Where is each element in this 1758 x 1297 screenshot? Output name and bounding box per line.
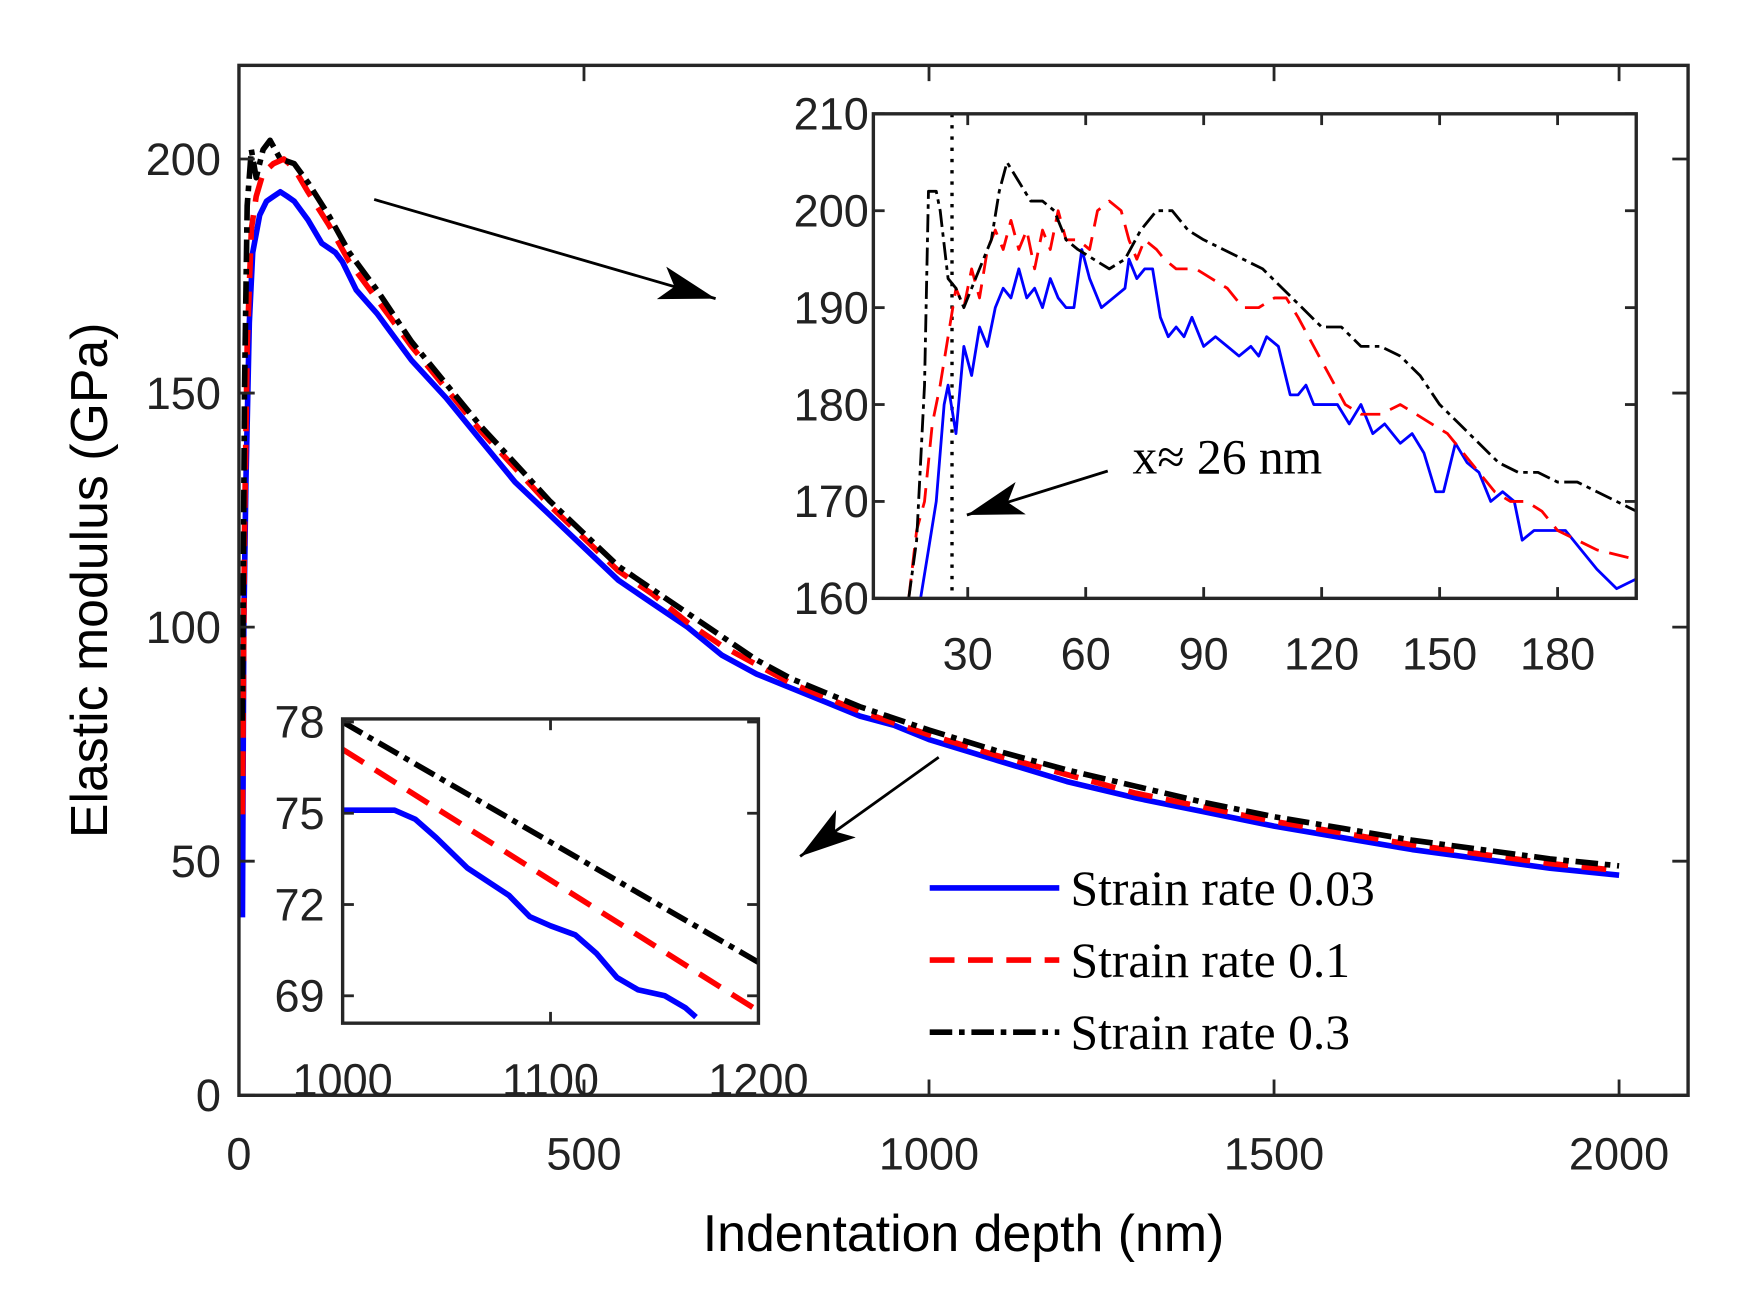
y-tick-label: 75 (274, 788, 324, 839)
series-line-strain-rate-0.03 (239, 188, 1620, 918)
x-tick-label: 0 (226, 1129, 251, 1180)
x-tick-label: 500 (546, 1129, 621, 1180)
series-line-strain-rate-0.03 (342, 807, 698, 1020)
axes-frame (871, 112, 1638, 601)
series-group (907, 113, 1637, 599)
y-tick-label: 210 (794, 89, 869, 140)
x-tick-label: 1100 (502, 1054, 599, 1105)
series-line-strain-rate-0.1 (342, 746, 759, 1014)
x-tick-label: 30 (943, 628, 993, 679)
y-tick-label: 100 (146, 602, 221, 653)
x-tick-label: 60 (1061, 628, 1111, 679)
y-tick-label: 190 (794, 282, 869, 333)
x-axis-label: Indentation depth (nm) (703, 1204, 1225, 1262)
x-tick-label: 180 (1520, 628, 1595, 679)
y-tick-label: 150 (146, 368, 221, 419)
series-line-strain-rate-0.3 (342, 719, 759, 965)
plot-background (342, 718, 759, 1024)
x-tick-label: 120 (1284, 628, 1359, 679)
x-tick-label: 2000 (1569, 1129, 1669, 1180)
y-tick-label: 72 (274, 879, 324, 930)
series-line-strain-rate-0.03 (919, 248, 1637, 599)
y-tick-label: 180 (794, 379, 869, 430)
annotation-26nm: x≈ 26 nm (1133, 429, 1323, 484)
legend-label-0.3: Strain rate 0.3 (1071, 1005, 1350, 1060)
x-tick-label: 1500 (1224, 1129, 1324, 1180)
y-axis-label: Elastic modulus (GPa) (60, 323, 118, 839)
y-tick-label: 160 (794, 573, 869, 624)
series-line-strain-rate-0.3 (239, 137, 1620, 869)
x-tick-label: 1000 (292, 1054, 392, 1105)
x-tick-label: 150 (1402, 628, 1477, 679)
y-tick-label: 78 (274, 697, 324, 748)
axes-frame (237, 63, 1690, 1097)
series-group (239, 137, 1620, 918)
legend: Strain rate 0.03 Strain rate 0.1 Strain … (929, 861, 1375, 1060)
y-tick-label: 69 (274, 971, 324, 1022)
series-line-strain-rate-0.1 (907, 199, 1637, 599)
x-tick-label: 1200 (708, 1054, 808, 1105)
inset-1000-1200: 1000 1100 1200 69 72 75 78 (274, 697, 808, 1106)
arrow-to-inset2 (799, 756, 940, 858)
inset-initial-depth: 30 60 90 120 150 180 160 170 180 190 200 210 (794, 89, 1638, 679)
x-tick-label: 90 (1179, 628, 1229, 679)
arrow-26nm (966, 469, 1109, 517)
series-group (342, 719, 759, 1020)
y-tick-label: 0 (196, 1070, 221, 1121)
legend-label-0.03: Strain rate 0.03 (1071, 861, 1375, 916)
y-tick-label: 200 (794, 185, 869, 236)
legend-label-0.1: Strain rate 0.1 (1071, 933, 1350, 988)
series-line-strain-rate-0.3 (907, 160, 1637, 599)
series-line-strain-rate-0.1 (239, 156, 1620, 874)
x-tick-label: 1000 (879, 1129, 979, 1180)
y-tick-label: 200 (146, 134, 221, 185)
plot-background (873, 113, 1637, 599)
arrow-to-inset1 (373, 198, 717, 300)
y-tick-label: 50 (171, 836, 221, 887)
y-tick-label: 170 (794, 476, 869, 527)
